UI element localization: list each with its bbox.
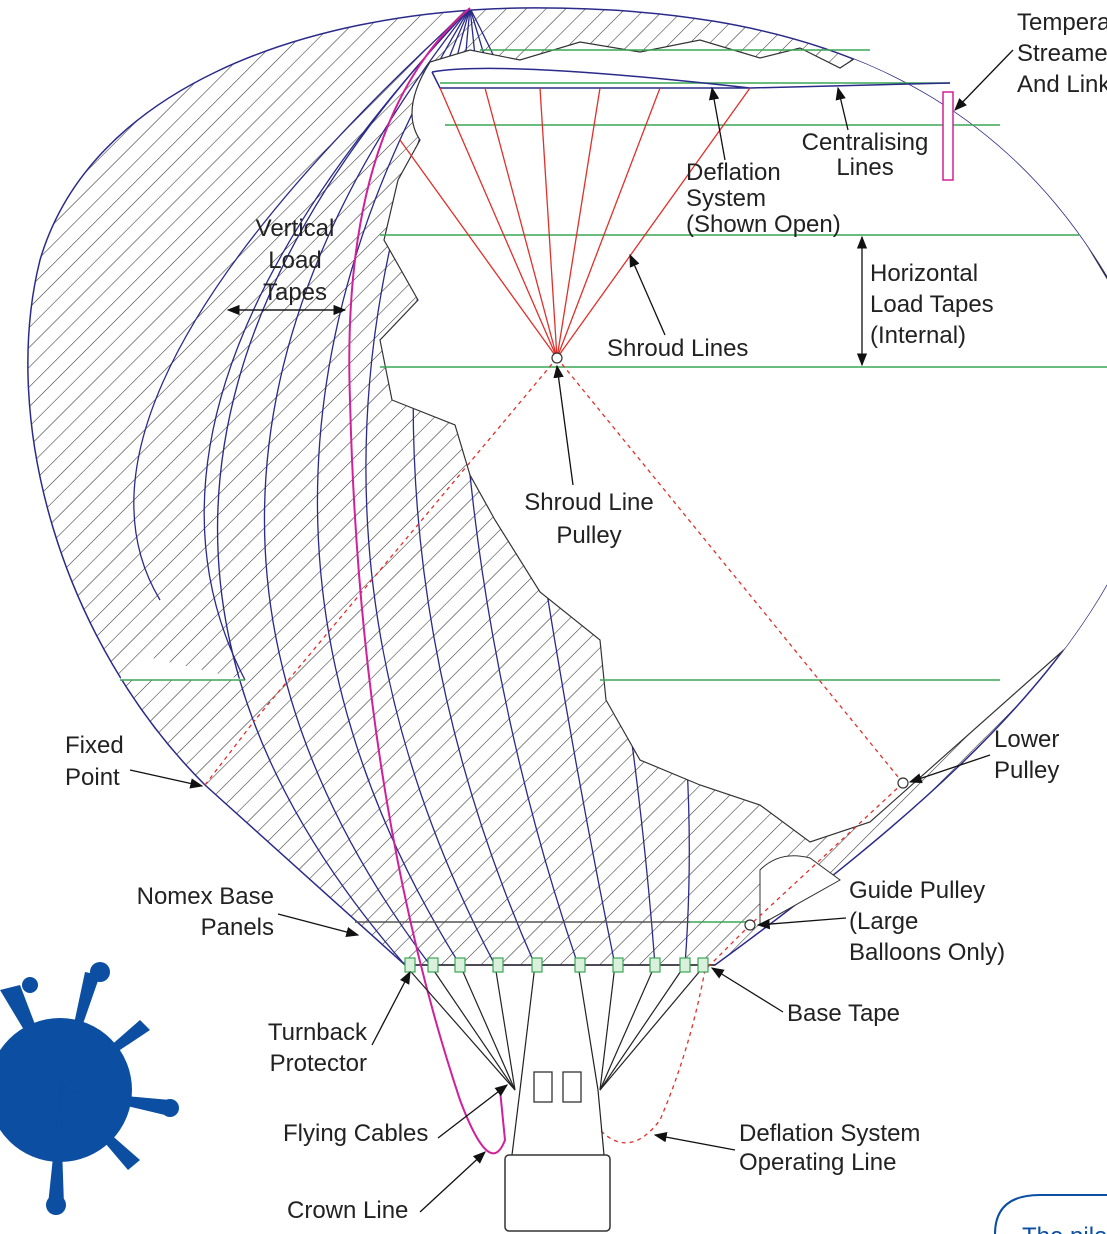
label: Centralising <box>802 129 929 156</box>
label: Protector <box>270 1050 367 1077</box>
pulleys <box>551 352 909 931</box>
label: System <box>686 185 766 212</box>
label: Deflation System <box>739 1120 920 1147</box>
label: Vertical <box>256 215 335 242</box>
label: Lines <box>836 154 893 181</box>
flying-cables <box>404 964 706 1156</box>
leaders <box>129 49 1014 1213</box>
note-box <box>994 1194 1107 1234</box>
envelope <box>27 7 1107 966</box>
turnback-protectors <box>404 957 709 973</box>
label: Base Tape <box>787 1000 900 1027</box>
splat <box>0 962 179 1215</box>
label: Balloons Only) <box>849 939 1005 966</box>
crown-line <box>348 7 507 1155</box>
shroud-lines <box>399 87 751 359</box>
label: Crown Line <box>287 1197 408 1224</box>
label: Shroud Lines <box>607 335 748 362</box>
basket <box>504 1154 611 1232</box>
label: Operating Line <box>739 1149 896 1176</box>
streamer <box>942 91 954 181</box>
label: And Link <box>1017 71 1107 98</box>
label: Guide Pulley <box>849 877 985 904</box>
horizontal-tapes <box>120 49 1107 923</box>
label: Deflation <box>686 159 781 186</box>
label: Flying Cables <box>283 1120 428 1147</box>
dashed-lines <box>204 357 904 1144</box>
label: (Large <box>849 908 918 935</box>
label: Shroud Line <box>524 489 653 516</box>
note-text: The pilo <box>1022 1223 1107 1234</box>
label: Tempera <box>1017 9 1107 36</box>
label: Nomex Base <box>137 883 274 910</box>
label: Fixed <box>65 732 124 759</box>
label: Point <box>65 764 120 791</box>
label: (Internal) <box>870 322 966 349</box>
label: Pulley <box>556 522 621 549</box>
label: Streame <box>1017 40 1107 67</box>
label: Horizontal <box>870 260 978 287</box>
label: Pulley <box>994 757 1059 784</box>
label: Tapes <box>263 279 327 306</box>
label: (Shown Open) <box>686 211 841 238</box>
label: Load <box>268 247 321 274</box>
burners <box>533 1071 582 1103</box>
label: Panels <box>201 914 274 941</box>
label: Turnback <box>268 1019 368 1046</box>
label: Load Tapes <box>870 291 994 318</box>
label: Lower <box>994 726 1059 753</box>
